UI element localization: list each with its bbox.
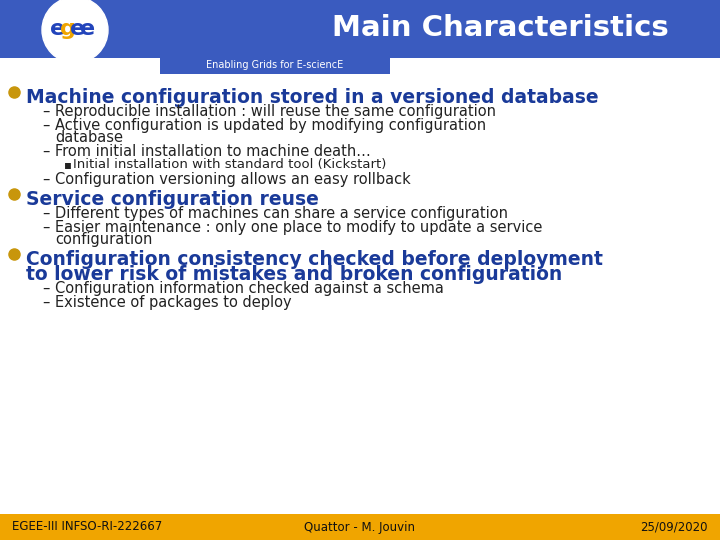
Text: –: – [42,172,50,187]
Text: –: – [42,206,50,221]
Text: Configuration information checked against a schema: Configuration information checked agains… [55,281,444,296]
Text: Machine configuration stored in a versioned database: Machine configuration stored in a versio… [26,88,598,107]
Text: EGEE-III INFSO-RI-222667: EGEE-III INFSO-RI-222667 [12,521,162,534]
Text: Easier maintenance : only one place to modify to update a service: Easier maintenance : only one place to m… [55,220,542,235]
Text: g: g [60,19,76,39]
Text: –: – [42,104,50,119]
Text: Reproducible installation : will reuse the same configuration: Reproducible installation : will reuse t… [55,104,496,119]
Text: database: database [55,130,123,145]
Bar [0,514,720,540]
Text: Service configuration reuse: Service configuration reuse [26,190,319,209]
Text: e: e [71,19,86,39]
Text: ▪: ▪ [64,158,72,171]
Text: e: e [50,19,66,39]
Text: Different types of machines can share a service configuration: Different types of machines can share a … [55,206,508,221]
Text: –: – [42,281,50,296]
Text: –: – [42,144,50,159]
Text: Initial installation with standard tool (Kickstart): Initial installation with standard tool … [73,158,387,171]
Bar [160,56,390,74]
Text: Main Characteristics: Main Characteristics [332,14,668,42]
Text: Existence of packages to deploy: Existence of packages to deploy [55,295,292,310]
Text: Active configuration is updated by modifying configuration: Active configuration is updated by modif… [55,118,486,133]
Text: 25/09/2020: 25/09/2020 [641,521,708,534]
Text: Quattor - M. Jouvin: Quattor - M. Jouvin [305,521,415,534]
Text: Enabling Grids for E-sciencE: Enabling Grids for E-sciencE [207,60,343,70]
Bar [0,0,720,58]
Text: –: – [42,220,50,235]
Text: From initial installation to machine death…: From initial installation to machine dea… [55,144,371,159]
Text: to lower risk of mistakes and broken configuration: to lower risk of mistakes and broken con… [26,265,562,284]
Text: configuration: configuration [55,232,153,247]
Circle shape [42,0,108,63]
Text: –: – [42,295,50,310]
Text: Configuration versioning allows an easy rollback: Configuration versioning allows an easy … [55,172,410,187]
Bar [0,74,720,514]
Text: e: e [81,19,96,39]
Text: –: – [42,118,50,133]
Text: Configuration consistency checked before deployment: Configuration consistency checked before… [26,250,603,269]
